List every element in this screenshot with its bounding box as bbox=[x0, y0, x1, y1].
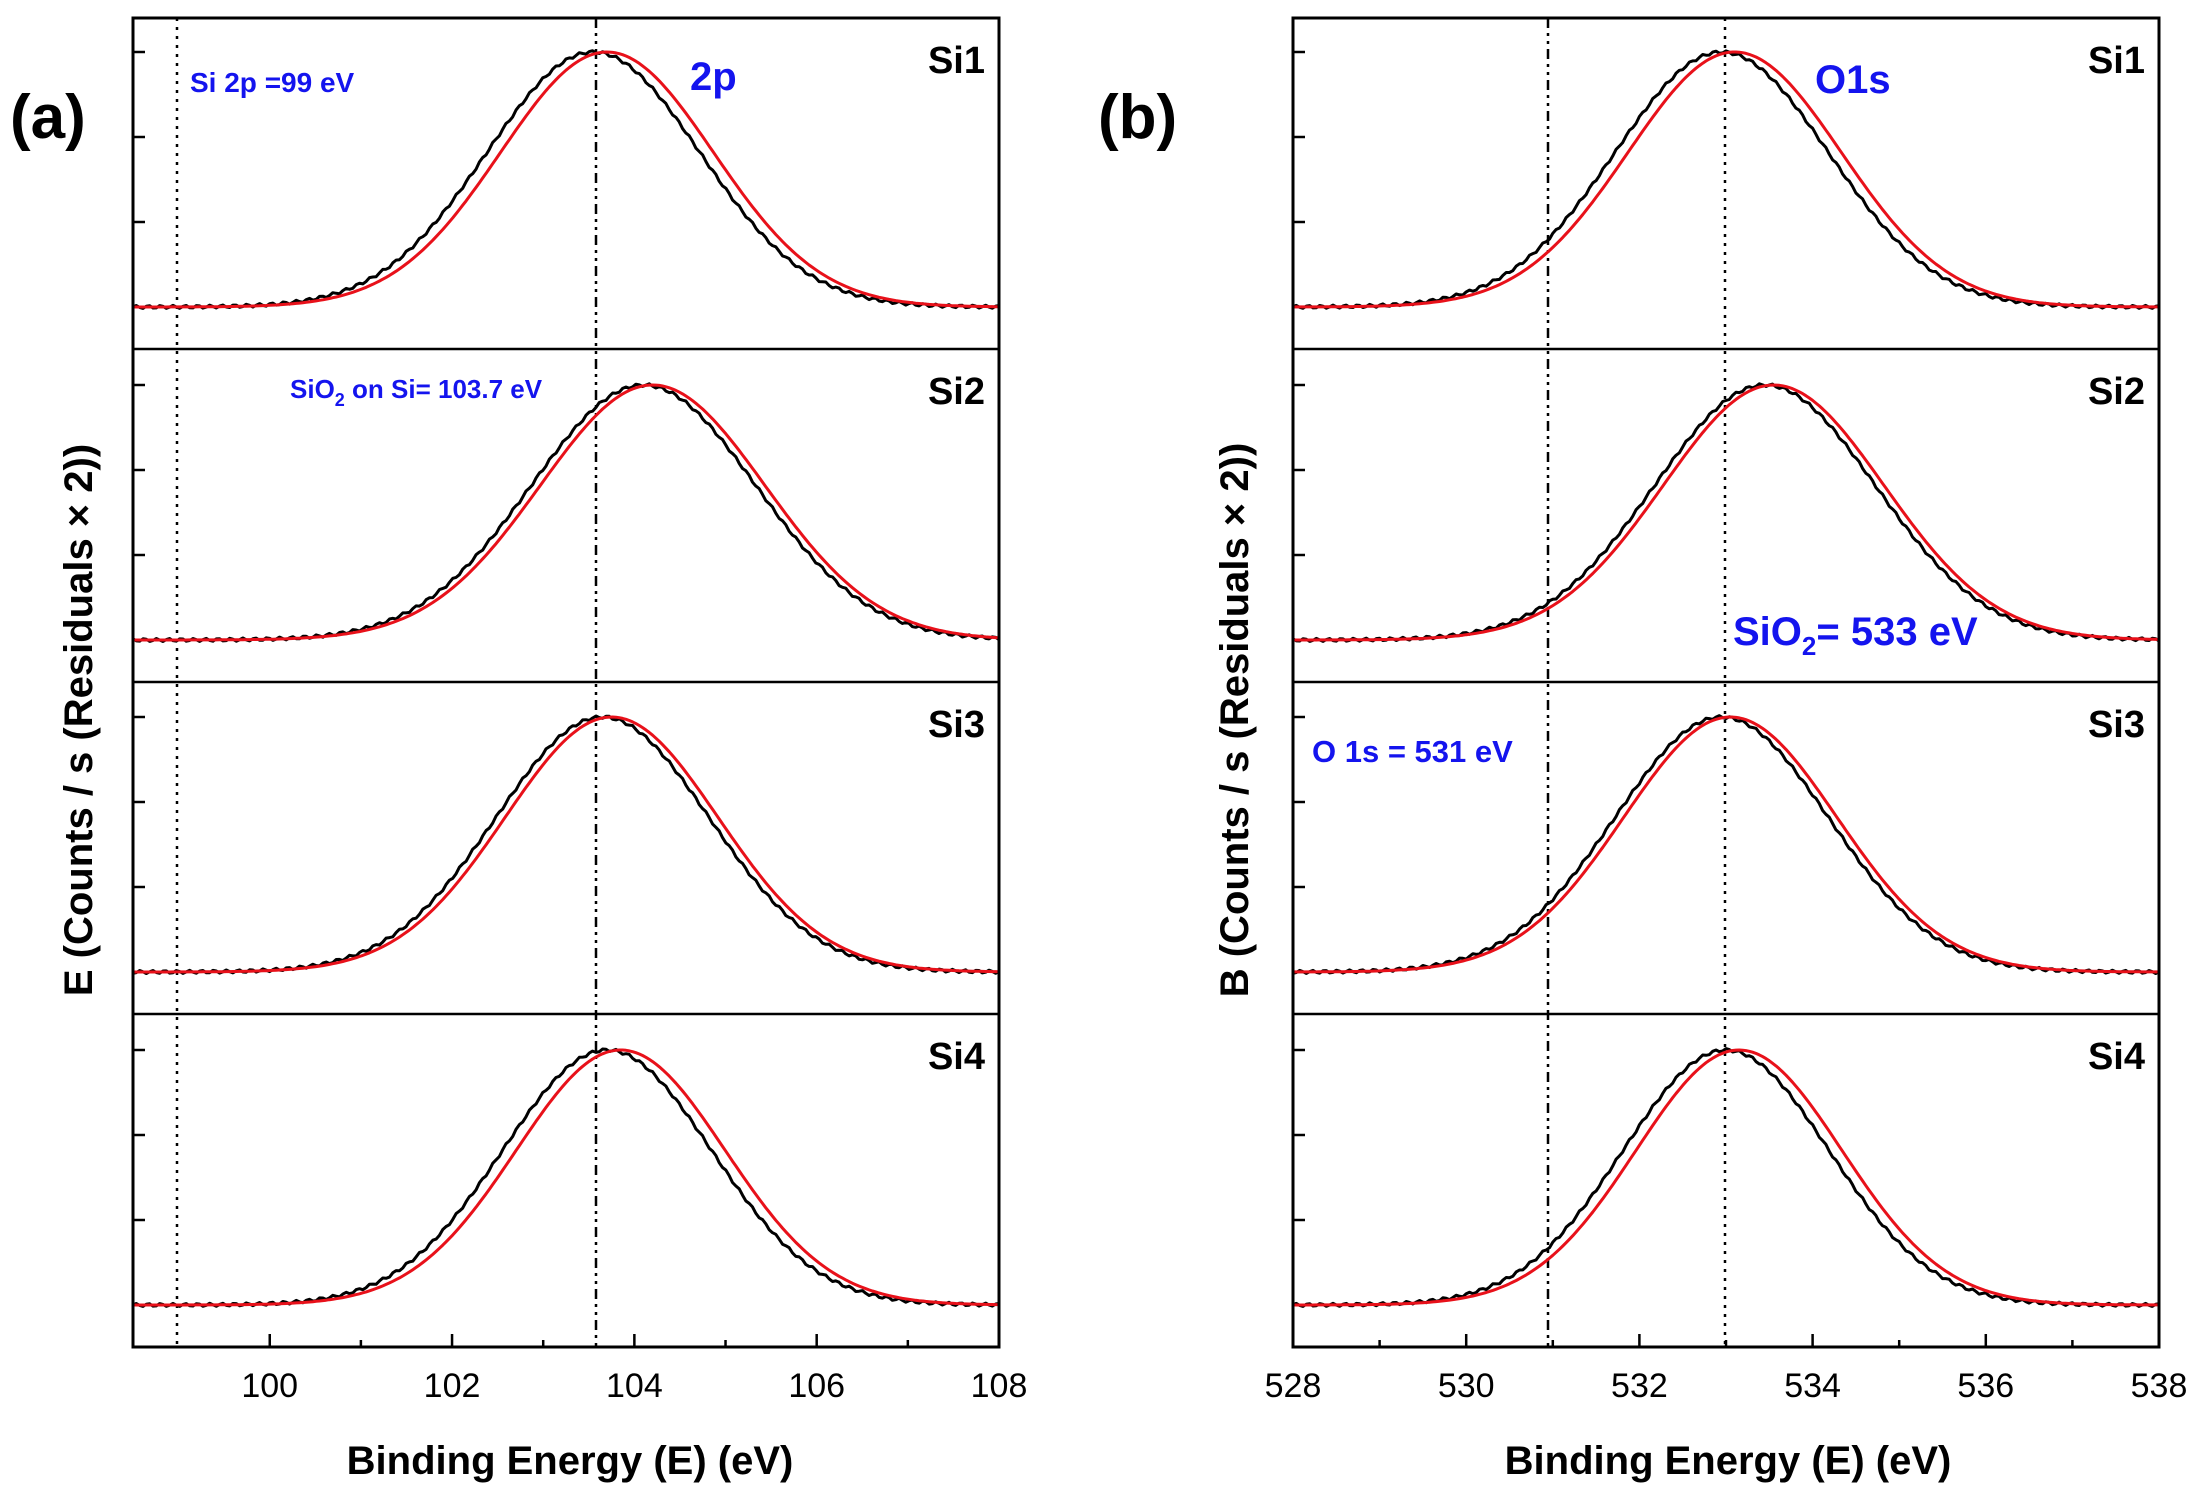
panel-b-annotation-o1s: O1s bbox=[1815, 58, 1891, 102]
panel-b-y-axis-title: B (Counts / s (Residuals × 2)) bbox=[1213, 443, 1257, 998]
x-tick-label: 102 bbox=[424, 1367, 481, 1405]
panel-a-annotation-si2p: Si 2p =99 eV bbox=[190, 67, 355, 98]
panel-a-y-axis-title: E (Counts / s (Residuals × 2)) bbox=[57, 444, 101, 996]
panel-b-si4-fit-curve bbox=[1293, 1048, 2159, 1307]
panel-a-annotation-sio2-sub: 2 bbox=[335, 390, 345, 410]
panel-a-frame bbox=[131, 16, 1001, 1349]
x-tick-label: 534 bbox=[1784, 1367, 1841, 1405]
panel-a-annotation-sio2-on-si: SiO2 on Si= 103.7 eV bbox=[290, 374, 543, 410]
panel-a-subplot-label-si2: Si2 bbox=[928, 371, 985, 413]
panel-a-subplots: Si1 Si2 Si3 Si4 bbox=[132, 40, 1000, 1308]
panel-b-annotation-o1s-531: O 1s = 531 eV bbox=[1312, 734, 1513, 769]
panel-a-si1-fit-curve bbox=[133, 50, 999, 309]
panel-b-subplot-label-si1: Si1 bbox=[2088, 40, 2145, 82]
panel-b-subplot-label-si2: Si2 bbox=[2088, 371, 2145, 413]
panel-a-subplot-label-si1: Si1 bbox=[928, 40, 985, 82]
x-tick-label: 530 bbox=[1438, 1367, 1495, 1405]
panel-a-si2-fit-curve bbox=[133, 383, 1000, 642]
x-tick-label: 100 bbox=[241, 1367, 298, 1405]
panel-a-si2-data-curve bbox=[132, 382, 1000, 643]
panel-a-annotation-sio2-main: SiO bbox=[290, 374, 335, 404]
panel-b-si4-data-curve bbox=[1292, 1047, 2160, 1308]
panel-b-annotation-sio2-after: = 533 eV bbox=[1816, 610, 1978, 654]
panel-b: (b) B (Counts / s (Residuals × 2)) Bindi… bbox=[1098, 16, 2188, 1483]
panel-a-x-ticks: 100 102 104 106 108 bbox=[241, 1334, 1027, 1405]
panel-a-si3-fit-curve bbox=[133, 715, 1000, 974]
panel-b-x-ticks: 528 530 532 534 536 538 bbox=[1265, 1334, 2188, 1405]
x-tick-label: 532 bbox=[1611, 1367, 1668, 1405]
x-tick-label: 536 bbox=[1957, 1367, 2014, 1405]
panel-b-si1-data-curve bbox=[1292, 49, 2160, 310]
panel-b-annotation-sio2-main: SiO bbox=[1733, 610, 1802, 654]
x-tick-label: 528 bbox=[1265, 1367, 1322, 1405]
panel-b-si3-fit-curve bbox=[1293, 715, 2159, 974]
panel-b-si1-fit-curve bbox=[1292, 50, 2159, 309]
panel-a-annotation-sio2-after: on Si= 103.7 eV bbox=[345, 374, 543, 404]
panel-b-si2-fit-curve bbox=[1293, 383, 2159, 642]
x-tick-label: 108 bbox=[971, 1367, 1028, 1405]
panel-a-si4-fit-curve bbox=[133, 1048, 999, 1307]
panel-a-annotation-2p: 2p bbox=[690, 55, 737, 99]
panel-a-si4-data-curve bbox=[132, 1047, 1000, 1308]
panel-a-subplot-label-si4: Si4 bbox=[928, 1036, 985, 1078]
x-tick-label: 106 bbox=[788, 1367, 845, 1405]
panel-a-x-axis-title: Binding Energy (E) (eV) bbox=[347, 1439, 794, 1483]
panel-b-subplot-label-si3: Si3 bbox=[2088, 704, 2145, 746]
panel-b-si2-data-curve bbox=[1292, 382, 2160, 643]
panel-b-annotation-sio2-533: SiO2= 533 eV bbox=[1733, 610, 1978, 661]
panel-b-x-axis-title: Binding Energy (E) (eV) bbox=[1505, 1439, 1952, 1483]
x-tick-label: 538 bbox=[2131, 1367, 2188, 1405]
x-tick-label: 104 bbox=[606, 1367, 663, 1405]
panel-a-si3-data-curve bbox=[132, 714, 1000, 975]
panel-b-subplot-label-si4: Si4 bbox=[2088, 1036, 2145, 1078]
panel-b-annotation-sio2-sub: 2 bbox=[1802, 631, 1816, 661]
panel-a-subplot-label-si3: Si3 bbox=[928, 704, 985, 746]
panel-b-frame bbox=[1291, 16, 2161, 1349]
panel-b-label: (b) bbox=[1098, 83, 1177, 152]
panel-a-label: (a) bbox=[10, 83, 86, 152]
panel-b-subplots: Si1 Si2 Si3 Si4 bbox=[1292, 40, 2160, 1308]
panel-a: (a) E (Counts / s (Residuals × 2)) Bindi… bbox=[10, 16, 1027, 1483]
